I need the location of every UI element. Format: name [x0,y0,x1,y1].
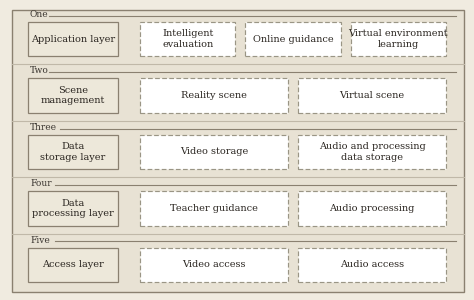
Text: Intelligent
evaluation: Intelligent evaluation [162,29,213,49]
FancyBboxPatch shape [298,191,446,226]
Text: Virtual scene: Virtual scene [339,91,405,100]
Text: Two: Two [30,66,49,75]
Text: Teacher guidance: Teacher guidance [170,204,258,213]
Text: Virtual environment
learning: Virtual environment learning [348,29,448,49]
FancyBboxPatch shape [246,22,341,56]
FancyBboxPatch shape [28,135,118,169]
FancyBboxPatch shape [28,191,118,226]
Text: Data
storage layer: Data storage layer [40,142,106,162]
FancyBboxPatch shape [140,135,288,169]
Text: Online guidance: Online guidance [253,35,333,44]
FancyBboxPatch shape [140,78,288,113]
FancyBboxPatch shape [351,22,446,56]
Text: Audio processing: Audio processing [329,204,415,213]
Text: Application layer: Application layer [31,35,115,44]
Text: One: One [30,10,49,19]
FancyBboxPatch shape [28,78,118,113]
FancyBboxPatch shape [298,135,446,169]
Text: Audio access: Audio access [340,260,404,269]
Text: Data
processing layer: Data processing layer [32,199,114,218]
Text: Three: Three [30,123,57,132]
Text: Scene
management: Scene management [41,86,105,105]
FancyBboxPatch shape [298,78,446,113]
Text: Five: Five [30,236,50,244]
FancyBboxPatch shape [140,248,288,282]
Text: Audio and processing
data storage: Audio and processing data storage [319,142,425,162]
FancyBboxPatch shape [28,248,118,282]
Text: Four: Four [30,179,52,188]
Text: Video storage: Video storage [180,148,248,157]
FancyBboxPatch shape [140,22,235,56]
FancyBboxPatch shape [298,248,446,282]
Text: Video access: Video access [182,260,246,269]
Text: Access layer: Access layer [42,260,104,269]
FancyBboxPatch shape [140,191,288,226]
FancyBboxPatch shape [28,22,118,56]
Text: Reality scene: Reality scene [181,91,247,100]
